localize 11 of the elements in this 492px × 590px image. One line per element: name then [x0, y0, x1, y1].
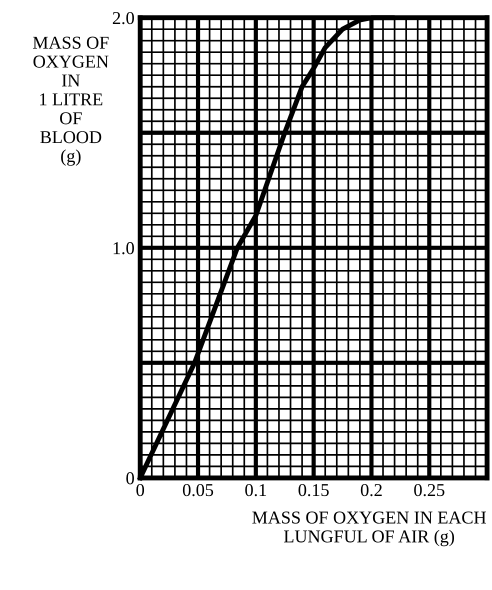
x-tick-label: 0.1 [245, 484, 266, 496]
x-tick-label: 0.05 [182, 484, 214, 496]
y-tick-label: 1.0 [114, 242, 134, 254]
x-axis-title: MASS OF OXYGEN IN EACH LUNGFUL OF AIR (g) [252, 512, 486, 546]
y-tick-label: 2.0 [112, 12, 134, 24]
y-axis-title: MASS OF OXYGEN IN 1 LITRE OF BLOOD (g) [32, 36, 109, 166]
x-tick-label: 0 [136, 484, 144, 496]
x-tick-label: 0.25 [414, 484, 444, 496]
x-tick-label: 0.2 [360, 484, 382, 496]
y-tick-label: 0 [126, 472, 134, 484]
x-tick-label: 0.15 [298, 484, 329, 496]
